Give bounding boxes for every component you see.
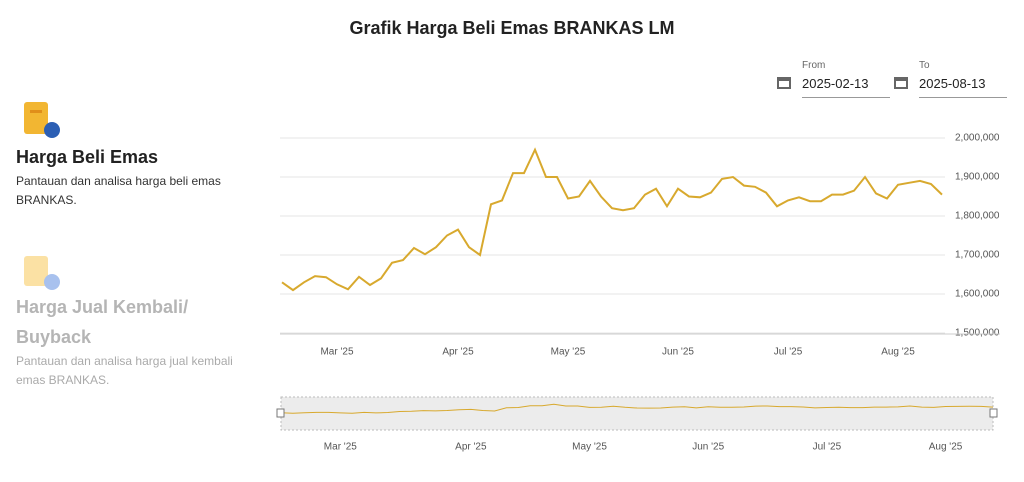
x-tick-label: Jul '25 — [774, 347, 803, 358]
to-label: To — [919, 60, 930, 71]
y-tick-label: 2,000,000 — [955, 133, 1000, 144]
calendar-icon — [894, 77, 908, 89]
navigator-tick-label: Jun '25 — [692, 442, 724, 453]
x-tick-label: Mar '25 — [320, 347, 353, 358]
navigator-tick-label: Jul '25 — [813, 442, 842, 453]
navigator-handle — [989, 408, 998, 418]
x-tick-label: Jun '25 — [662, 347, 694, 358]
x-tick-label: May '25 — [551, 347, 586, 358]
y-tick-label: 1,500,000 — [955, 328, 1000, 339]
navigator-tick-label: Mar '25 — [324, 442, 357, 453]
navigator-tick-label: Apr '25 — [455, 442, 487, 453]
navigator-handle — [276, 408, 285, 418]
item-title: Harga Jual Kembali/ Buyback — [16, 297, 189, 347]
from-label: From — [802, 60, 826, 71]
icon — [24, 102, 60, 138]
from-value: 2025-02-13 — [802, 76, 890, 98]
icon — [24, 256, 60, 290]
to-value: 2025-08-13 — [919, 76, 1007, 98]
y-tick-label: 1,900,000 — [955, 172, 1000, 183]
navigator — [280, 396, 994, 431]
y-tick-label: 1,800,000 — [955, 211, 1000, 222]
item-description: Pantauan dan analisa harga beli emas BRA… — [16, 174, 221, 207]
page-title: Grafik Harga Beli Emas BRANKAS LM — [349, 18, 675, 38]
calendar-icon — [777, 77, 791, 89]
y-tick-label: 1,700,000 — [955, 250, 1000, 261]
navigator-tick-label: Aug '25 — [929, 442, 963, 453]
y-tick-label: 1,600,000 — [955, 289, 1000, 300]
price-line — [281, 147, 943, 292]
x-tick-label: Apr '25 — [442, 347, 474, 358]
x-tick-label: Aug '25 — [881, 347, 915, 358]
item-title: Harga Beli Emas — [16, 147, 159, 167]
navigator-line — [280, 403, 994, 414]
navigator-tick-label: May '25 — [572, 442, 607, 453]
item-description: Pantauan dan analisa harga jual kembali … — [16, 354, 233, 387]
